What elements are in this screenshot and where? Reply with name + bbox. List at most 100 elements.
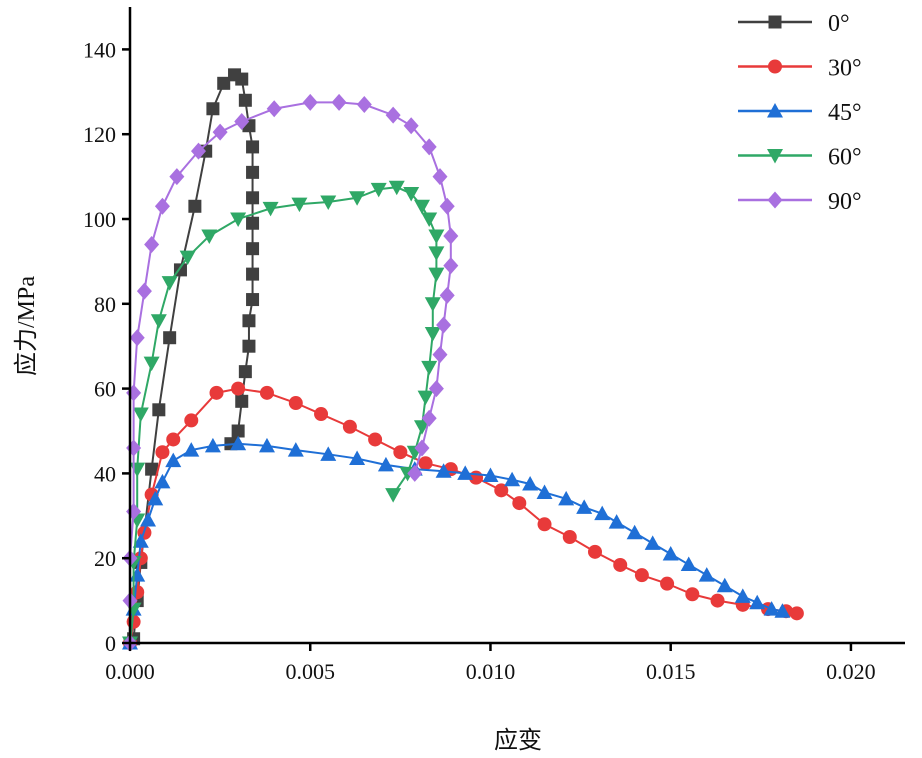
axes: 0.000 0.005 0.010 0.015 0.020 0 20 40 60 80 100 120… bbox=[83, 7, 905, 684]
data-point bbox=[421, 360, 438, 376]
data-point bbox=[774, 603, 791, 618]
data-point bbox=[417, 390, 434, 406]
data-point bbox=[230, 435, 247, 451]
data-point bbox=[262, 201, 279, 217]
data-point bbox=[385, 106, 401, 124]
data-point bbox=[403, 117, 419, 135]
data-point bbox=[710, 593, 725, 608]
data-point bbox=[204, 437, 221, 453]
data-point bbox=[129, 567, 146, 582]
data-point bbox=[443, 227, 459, 245]
y-tick-label: 0 bbox=[105, 631, 116, 656]
data-point bbox=[522, 476, 539, 491]
data-point bbox=[190, 142, 206, 160]
data-point bbox=[421, 138, 437, 156]
data-point bbox=[246, 267, 260, 281]
legend-item: 30° bbox=[738, 56, 862, 82]
data-point bbox=[388, 180, 405, 196]
legend-item: 45° bbox=[738, 100, 862, 126]
series-4 bbox=[122, 93, 459, 652]
data-point bbox=[266, 100, 282, 118]
data-point bbox=[716, 577, 733, 593]
data-point bbox=[662, 545, 679, 561]
legend: 0° 30° 45° 60° 90° bbox=[738, 11, 862, 215]
data-point bbox=[238, 93, 252, 107]
x-tick-label: 0.010 bbox=[466, 659, 516, 684]
data-point bbox=[432, 346, 448, 364]
data-point bbox=[457, 465, 474, 480]
data-point bbox=[291, 197, 308, 213]
data-point bbox=[259, 385, 274, 400]
data-point bbox=[403, 187, 420, 202]
y-tick-label: 140 bbox=[83, 37, 116, 62]
data-point bbox=[421, 409, 437, 427]
y-tick-label: 100 bbox=[83, 207, 116, 232]
y-tick-label: 120 bbox=[83, 122, 116, 147]
data-point bbox=[370, 182, 387, 198]
legend-item: 60° bbox=[738, 145, 862, 171]
legend-marker bbox=[768, 59, 782, 74]
y-tick-label: 60 bbox=[94, 377, 116, 402]
data-point bbox=[209, 385, 224, 400]
data-point bbox=[385, 488, 402, 503]
data-point bbox=[749, 594, 766, 610]
x-axis-label: 应变 bbox=[494, 727, 542, 754]
data-point bbox=[439, 286, 455, 304]
data-point bbox=[368, 432, 383, 447]
data-point bbox=[184, 413, 199, 428]
data-point bbox=[413, 420, 430, 435]
x-tick-label: 0.005 bbox=[285, 659, 335, 684]
data-point bbox=[155, 445, 170, 460]
data-point bbox=[231, 381, 246, 396]
data-point bbox=[129, 329, 145, 347]
data-point bbox=[393, 445, 408, 460]
series-3 bbox=[122, 180, 445, 651]
data-point bbox=[179, 250, 196, 266]
data-point bbox=[482, 467, 499, 483]
data-point bbox=[512, 496, 527, 511]
data-point bbox=[238, 365, 252, 379]
x-tick-label: 0.020 bbox=[826, 659, 876, 684]
data-point bbox=[428, 380, 444, 398]
data-point bbox=[231, 424, 245, 438]
data-point bbox=[230, 212, 247, 227]
data-point bbox=[212, 123, 228, 141]
y-tick-label: 40 bbox=[94, 461, 116, 486]
data-point bbox=[418, 456, 433, 471]
data-point bbox=[613, 557, 628, 572]
data-point bbox=[349, 191, 366, 206]
legend-marker bbox=[767, 103, 783, 118]
data-point bbox=[436, 316, 452, 334]
data-point bbox=[763, 601, 780, 616]
data-point bbox=[558, 490, 575, 506]
y-axis-label: 应力/MPa bbox=[13, 276, 40, 376]
data-point bbox=[287, 442, 304, 457]
data-point bbox=[246, 140, 260, 154]
data-point bbox=[439, 197, 455, 215]
series-line bbox=[129, 387, 798, 644]
y-tick-label: 80 bbox=[94, 292, 116, 317]
legend-item: 90° bbox=[738, 189, 862, 215]
data-point bbox=[435, 463, 452, 478]
data-point bbox=[147, 490, 164, 506]
data-point bbox=[217, 76, 231, 90]
legend-label: 0° bbox=[828, 11, 850, 37]
data-point bbox=[140, 512, 157, 527]
series-2 bbox=[122, 435, 791, 650]
data-point bbox=[183, 442, 200, 457]
data-point bbox=[302, 93, 318, 111]
data-point bbox=[504, 471, 521, 487]
data-point bbox=[129, 462, 146, 478]
data-point bbox=[349, 450, 366, 466]
data-point bbox=[144, 235, 160, 253]
data-point bbox=[234, 112, 250, 130]
data-point bbox=[537, 517, 552, 532]
data-point bbox=[421, 212, 438, 227]
data-point bbox=[428, 246, 445, 261]
data-point bbox=[188, 199, 202, 213]
data-point bbox=[154, 197, 170, 215]
data-point bbox=[314, 407, 329, 422]
data-point bbox=[145, 462, 159, 476]
data-point bbox=[242, 339, 256, 353]
data-point bbox=[154, 473, 171, 489]
